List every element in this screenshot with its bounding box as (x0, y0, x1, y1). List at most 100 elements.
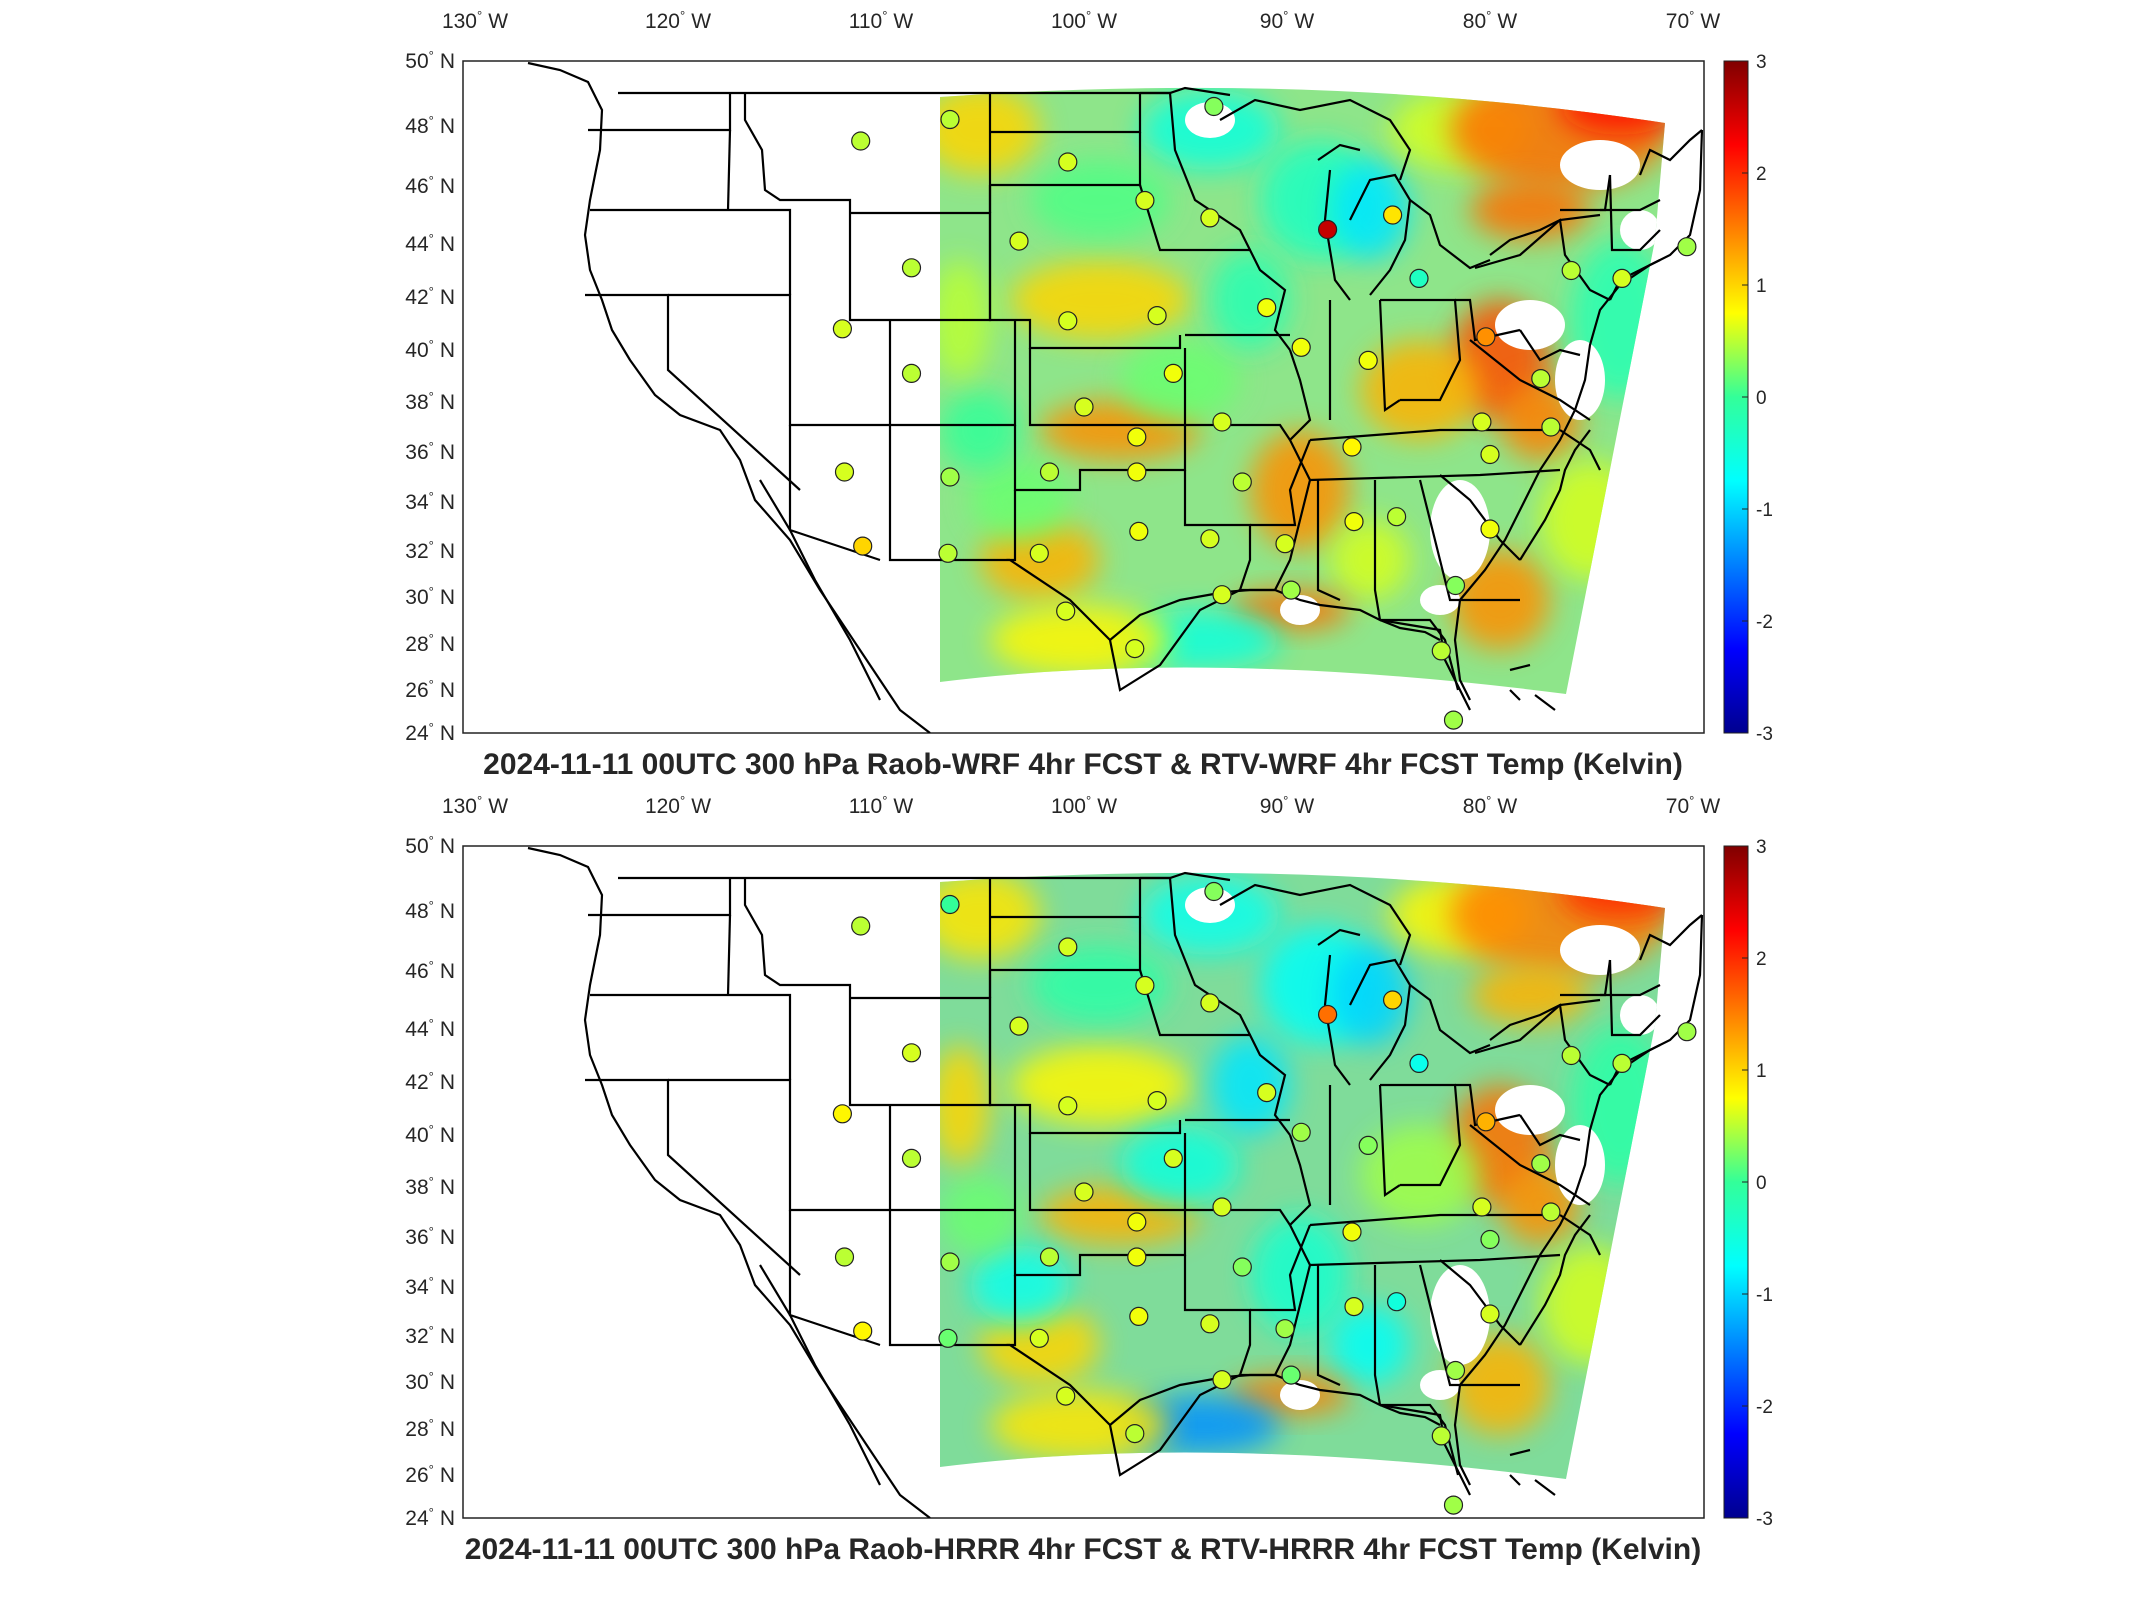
lat-tick-direction: N (440, 175, 455, 198)
svg-text:80°W: 80° W (1463, 793, 1518, 818)
raob-station-marker (1281, 580, 1301, 600)
colorbar-ticks: 3 2 1 0 -1 -2 -3 (1742, 837, 1773, 1530)
lat-tick-degree: 50 (405, 50, 428, 73)
raob-station-marker (1476, 1112, 1496, 1132)
lon-tick-direction: W (691, 10, 711, 33)
lat-tick-label: 24° N (405, 720, 455, 745)
degree-symbol: ° (429, 1174, 434, 1189)
degree-symbol: ° (429, 284, 434, 299)
boundary-line (1380, 1083, 1462, 1187)
degree-symbol: ° (429, 833, 434, 848)
boundary-line (743, 878, 852, 998)
boundary-line (1489, 1003, 1611, 1086)
lat-tick-direction: N (440, 1071, 455, 1094)
lat-tick-label: 46° N (405, 173, 455, 198)
no-data-gap (1555, 340, 1605, 420)
boundary-line (1509, 663, 1531, 672)
anomaly-blob (1330, 520, 1410, 600)
raob-station-marker (834, 462, 855, 482)
colorbar-ticks: 3 2 1 0 -1 -2 -3 (1742, 52, 1773, 745)
boundary-line (1519, 329, 1581, 362)
lon-tick-direction: W (1097, 795, 1117, 818)
lat-tick-degree: 26 (405, 679, 428, 702)
boundary-line (1600, 199, 1661, 212)
boundary-line (1534, 694, 1556, 711)
colorbar-tick-label: -3 (1756, 724, 1773, 745)
lat-tick-direction: N (440, 1276, 455, 1299)
boundary-line (728, 993, 792, 1080)
lon-tick-direction: W (488, 10, 508, 33)
boundary-line (1028, 348, 1187, 427)
anomaly-blob (940, 87, 1040, 175)
lon-tick-degree: 120 (645, 795, 680, 818)
raob-station-marker (901, 258, 922, 278)
degree-symbol: ° (1283, 8, 1288, 23)
degree-symbol: ° (429, 1274, 434, 1289)
boundary-line (527, 61, 931, 733)
boundary-line (1638, 129, 1703, 176)
lat-tick-degree: 32 (405, 540, 428, 563)
raob-station-marker (1344, 1296, 1364, 1317)
lon-tick-direction: W (1700, 795, 1720, 818)
raob-station-marker (1009, 1016, 1029, 1036)
boundary-line (788, 1210, 881, 1347)
svg-text:100°W: 100° W (1051, 8, 1117, 33)
degree-symbol: ° (429, 1224, 434, 1239)
lat-tick-label: 28° N (405, 631, 455, 656)
raob-station-marker (1541, 417, 1561, 437)
lat-tick-label: 50° N (405, 833, 455, 858)
lon-tick-label: 90° W (1260, 8, 1315, 33)
lat-tick-degree: 34 (405, 1276, 429, 1299)
lon-tick-degree: 90 (1260, 795, 1283, 818)
map-panel-raob-hrrr: 130° W 120° W 110° W 100° W 90° W 80° W 70° W 50° N48°… (405, 793, 1773, 1566)
raob-station-marker (1677, 1022, 1697, 1042)
raob-station-marker (1480, 1304, 1500, 1324)
svg-text:40°N: 40° N (405, 1122, 455, 1147)
svg-text:24°N: 24° N (405, 720, 455, 745)
svg-text:26°N: 26° N (405, 677, 455, 702)
lon-tick-label: 120° W (645, 793, 711, 818)
lat-tick-degree: 48 (405, 900, 428, 923)
raob-station-marker (1257, 1083, 1277, 1103)
lat-tick-label: 32° N (405, 538, 455, 563)
boundary-line (1028, 1133, 1187, 1212)
lon-tick-direction: W (1294, 10, 1314, 33)
colorbar-tick-label: 3 (1756, 52, 1767, 73)
raob-station-marker (1200, 208, 1220, 228)
raob-station-marker (1291, 337, 1311, 357)
raob-station-marker (1431, 1426, 1451, 1446)
raob-station-marker (851, 131, 871, 151)
raob-station-marker (834, 1247, 855, 1267)
raob-station-marker (853, 536, 873, 556)
no-data-gap (1185, 887, 1235, 923)
boundary-line (1373, 480, 1382, 621)
boundary-line (1013, 425, 1187, 492)
raob-station-marker (1058, 1096, 1078, 1116)
lat-tick-direction: N (440, 1507, 455, 1530)
lon-tick-label: 80° W (1463, 8, 1518, 33)
svg-text:44°N: 44° N (405, 231, 455, 256)
svg-text:42°N: 42° N (405, 284, 455, 309)
raob-station-marker (1204, 96, 1224, 117)
anomaly-blob (940, 390, 1020, 470)
raob-station-marker (1561, 260, 1581, 281)
degree-symbol: ° (429, 113, 434, 128)
svg-text:24°N: 24° N (405, 1505, 455, 1530)
degree-symbol: ° (429, 1416, 434, 1431)
lat-tick-label: 44° N (405, 231, 455, 256)
lat-tick-label: 28° N (405, 1416, 455, 1441)
boundary-line (1559, 429, 1601, 471)
boundary-line (1509, 1448, 1531, 1457)
boundary-line (1316, 480, 1341, 602)
boundary-line (1013, 1210, 1187, 1277)
degree-symbol: ° (429, 1505, 434, 1520)
boundary-line (988, 185, 1182, 350)
lat-tick-direction: N (440, 1124, 455, 1147)
raob-station-marker (1386, 507, 1407, 527)
boundary-line (668, 293, 890, 427)
boundary-line (1138, 969, 1291, 1136)
raob-station-marker (1125, 1423, 1145, 1444)
degree-symbol: ° (429, 1016, 434, 1031)
raob-station-marker (1612, 268, 1632, 288)
colorbar-tick-label: -3 (1756, 1509, 1773, 1530)
